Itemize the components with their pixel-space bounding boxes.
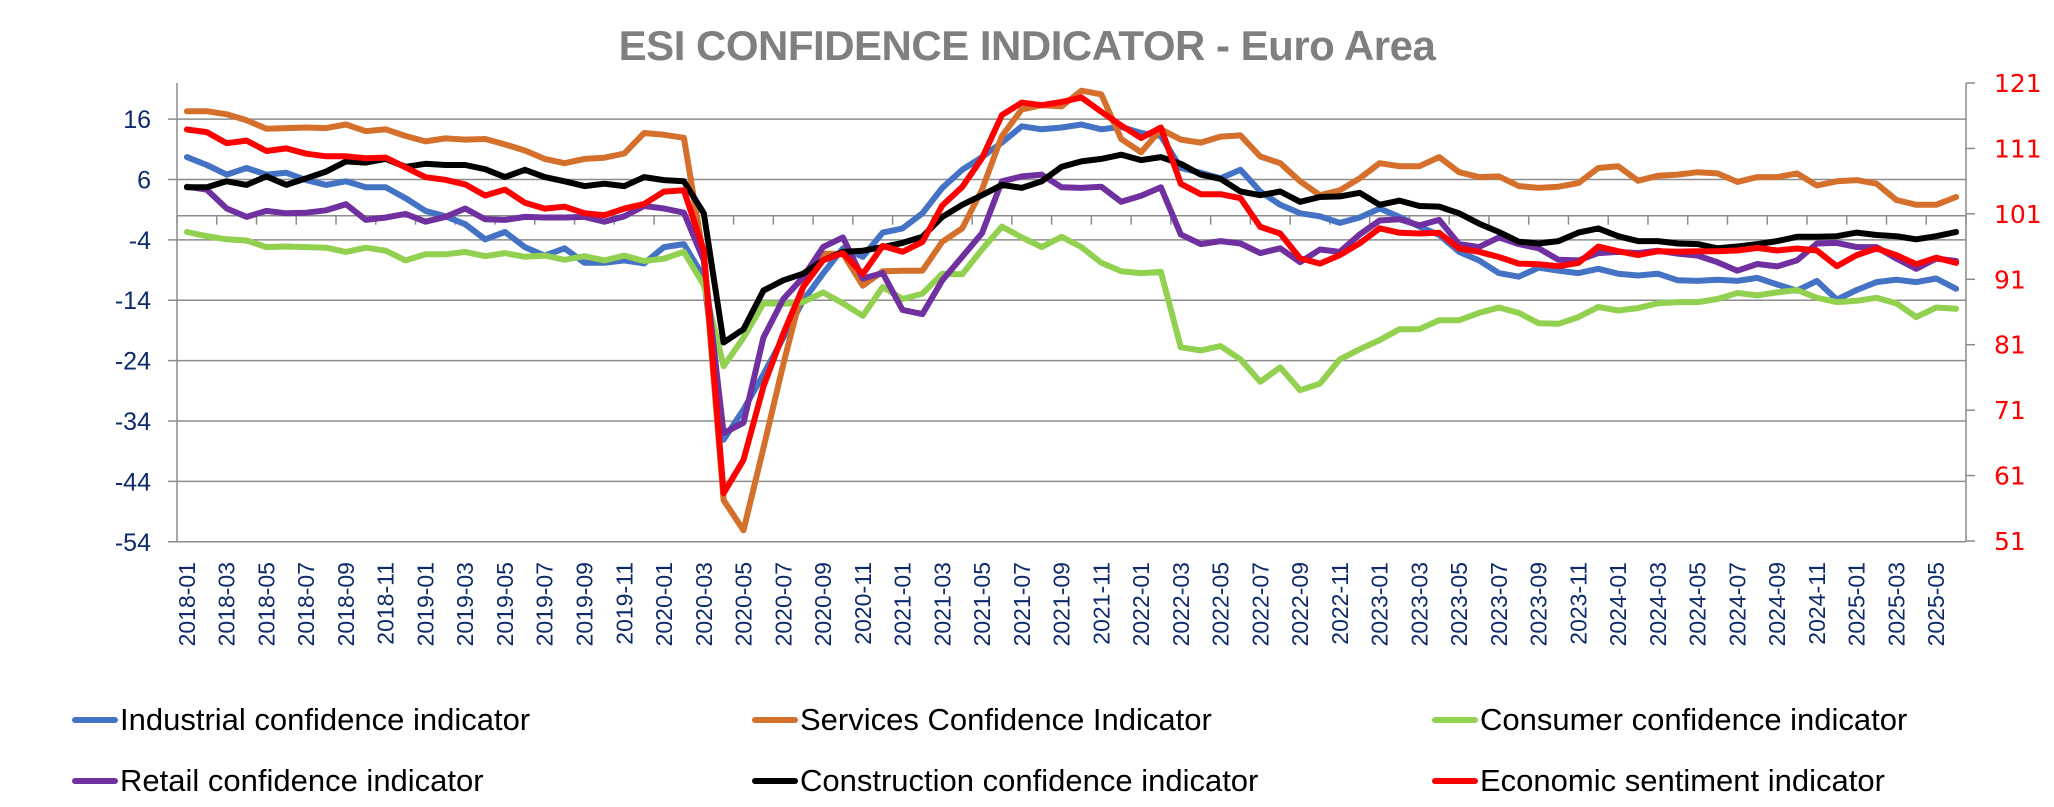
x-axis-tick-label: 2018-07 bbox=[293, 562, 319, 646]
left-axis-tick-label: 16 bbox=[123, 106, 151, 134]
x-axis-tick-label: 2023-07 bbox=[1486, 562, 1512, 646]
x-axis-tick-label: 2020-09 bbox=[810, 562, 836, 646]
x-axis-tick-label: 2022-05 bbox=[1208, 562, 1234, 646]
right-axis-tick-label: 121 bbox=[1994, 69, 2042, 98]
x-axis-tick-label: 2020-01 bbox=[651, 562, 677, 646]
x-axis-tick-label: 2018-09 bbox=[333, 562, 359, 646]
left-axis-tick-label: -54 bbox=[115, 529, 151, 557]
left-axis-tick-label: -34 bbox=[115, 408, 151, 436]
x-axis-tick-label: 2021-07 bbox=[1009, 562, 1035, 646]
series-line-economic-sentiment-indicator bbox=[183, 94, 1960, 497]
x-axis-tick-label: 2020-05 bbox=[731, 562, 757, 646]
x-axis-tick-label: 2024-07 bbox=[1724, 562, 1750, 646]
x-axis-tick-label: 2023-11 bbox=[1565, 562, 1591, 645]
x-axis-tick-label: 2019-01 bbox=[412, 562, 438, 646]
x-axis-tick-label: 2025-03 bbox=[1883, 562, 1909, 646]
x-axis-tick-label: 2023-05 bbox=[1446, 562, 1472, 646]
series-lines bbox=[183, 87, 1960, 534]
x-axis-tick-label: 2020-11 bbox=[850, 562, 876, 645]
right-axis-tick-label: 51 bbox=[1994, 527, 2026, 556]
x-axis-tick-label: 2018-11 bbox=[373, 562, 399, 645]
right-axis-tick-label: 61 bbox=[1994, 462, 2026, 491]
series-line-consumer-confidence-indicator bbox=[183, 223, 1960, 394]
right-axis-tick-label: 91 bbox=[1994, 265, 2026, 294]
left-axis-tick-label: -44 bbox=[115, 468, 151, 496]
x-axis-tick-label: 2021-05 bbox=[969, 562, 995, 646]
series-line-industrial-confidence-indicator bbox=[183, 121, 1960, 443]
x-axis-tick-label: 2022-03 bbox=[1168, 562, 1194, 646]
x-axis-tick-label: 2024-09 bbox=[1764, 562, 1790, 646]
x-axis-tick-label: 2023-03 bbox=[1406, 562, 1432, 646]
left-axis-tick-label: 6 bbox=[137, 166, 151, 194]
x-axis-tick-label: 2022-11 bbox=[1327, 562, 1353, 645]
x-axis-tick-label: 2019-09 bbox=[571, 562, 597, 646]
left-axis-tick-label: -14 bbox=[115, 287, 151, 315]
series-line-services-confidence-indicator bbox=[183, 87, 1960, 534]
right-axis-tick-label: 111 bbox=[1994, 134, 2042, 163]
x-axis-tick-label: 2018-05 bbox=[253, 562, 279, 646]
x-axis-tick-label: 2019-11 bbox=[611, 562, 637, 645]
gridlines bbox=[168, 118, 1966, 543]
x-axis-tick-label: 2022-01 bbox=[1128, 562, 1154, 646]
x-axis-tick-label: 2018-03 bbox=[214, 562, 240, 646]
x-axis-tick-label: 2019-05 bbox=[492, 562, 518, 646]
x-axis-tick-label: 2021-09 bbox=[1049, 562, 1075, 646]
x-axis-tick-label: 2020-03 bbox=[691, 562, 717, 646]
x-axis-tick-label: 2025-05 bbox=[1923, 562, 1949, 646]
tick-labels: 16 6 -4 -14 -24 -34 -44 -54 121 111 101 91 81 71 61 51 2… bbox=[115, 69, 2042, 646]
x-axis-tick-label: 2024-01 bbox=[1605, 562, 1631, 646]
x-axis-tick-label: 2022-09 bbox=[1287, 562, 1313, 646]
right-axis-tick-label: 101 bbox=[1994, 200, 2042, 229]
chart-title: ESI CONFIDENCE INDICATOR - Euro Area bbox=[618, 22, 1436, 69]
left-axis-tick-label: -24 bbox=[115, 348, 151, 376]
x-axis-tick-label: 2024-11 bbox=[1804, 562, 1830, 645]
right-axis-tick-label: 81 bbox=[1994, 331, 2026, 360]
x-axis-tick-label: 2022-07 bbox=[1247, 562, 1273, 646]
x-axis-tick-label: 2024-05 bbox=[1685, 562, 1711, 646]
x-axis-tick-label: 2021-01 bbox=[890, 562, 916, 646]
series-line-construction-confidence-indicator bbox=[183, 151, 1960, 346]
x-axis-tick-label: 2018-01 bbox=[174, 562, 200, 646]
x-axis-tick-label: 2021-03 bbox=[929, 562, 955, 646]
x-axis-tick-label: 2025-01 bbox=[1844, 562, 1870, 646]
x-axis-tick-label: 2019-07 bbox=[532, 562, 558, 646]
left-axis-tick-label: -4 bbox=[129, 227, 151, 255]
x-axis-tick-label: 2019-03 bbox=[452, 562, 478, 646]
x-axis-tick-label: 2024-03 bbox=[1645, 562, 1671, 646]
x-axis-tick-label: 2023-01 bbox=[1367, 562, 1393, 646]
x-axis-tick-label: 2023-09 bbox=[1526, 562, 1552, 646]
x-axis-tick-label: 2020-07 bbox=[770, 562, 796, 646]
axes bbox=[176, 82, 1975, 542]
x-axis-tick-label: 2021-11 bbox=[1088, 562, 1114, 645]
right-axis-tick-label: 71 bbox=[1994, 396, 2026, 425]
